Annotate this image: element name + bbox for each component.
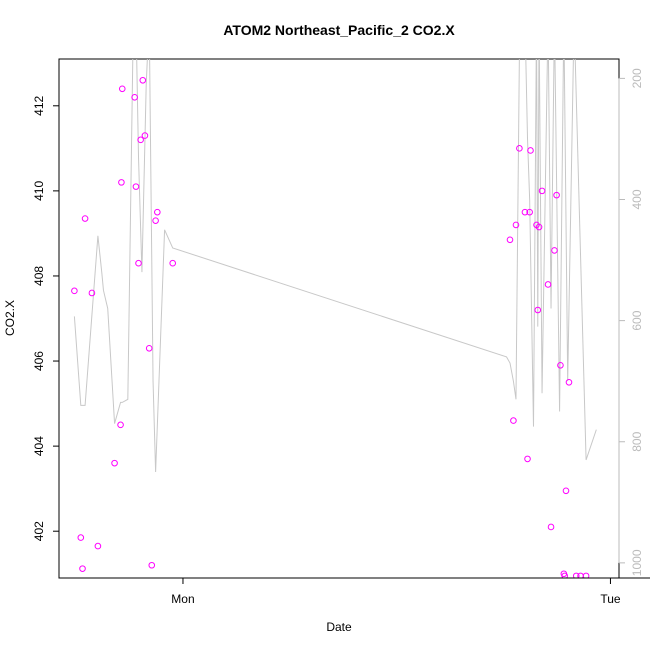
y-tick-label: 404	[32, 436, 46, 456]
data-point	[572, 572, 580, 578]
data-point	[521, 208, 529, 216]
data-point	[516, 145, 523, 152]
data-point	[137, 136, 144, 144]
data-point	[94, 542, 102, 550]
y-axis-title: CO2.X	[3, 300, 17, 336]
data-point	[526, 208, 533, 216]
y-tick-label: 412	[32, 95, 46, 115]
data-point	[154, 208, 161, 216]
data-point	[135, 259, 142, 267]
data-point	[535, 223, 543, 231]
data-point	[506, 236, 514, 244]
data-point	[553, 191, 560, 199]
data-point	[132, 183, 140, 190]
y-right-tick-label: 400	[630, 189, 644, 209]
x-axis-title: Date	[326, 620, 352, 634]
data-point	[510, 417, 517, 424]
data-point	[141, 132, 149, 139]
y-tick-label: 406	[32, 351, 46, 371]
y-tick-label: 408	[32, 266, 46, 286]
data-point	[148, 561, 156, 569]
y-axis-right: 200 400 600 800 1000	[618, 68, 644, 576]
x-tick-label: Tue	[600, 592, 621, 606]
data-point	[544, 281, 552, 288]
data-point	[88, 289, 96, 297]
data-point	[169, 259, 177, 267]
data-point	[524, 455, 531, 463]
data-point	[131, 93, 138, 101]
data-point	[81, 215, 89, 222]
y-right-tick-label: 600	[630, 310, 644, 330]
x-axis: MonTueWed	[171, 577, 650, 606]
y-right-tick-label: 1000	[630, 549, 644, 576]
y-axis-left: 402 404 406 408 410 412	[32, 95, 60, 541]
data-point	[527, 147, 534, 154]
data-point	[152, 217, 159, 224]
y-tick-label: 410	[32, 181, 46, 201]
data-point	[111, 459, 118, 467]
data-point	[145, 344, 153, 352]
y-tick-label: 402	[32, 521, 46, 541]
data-point	[562, 487, 570, 495]
data-point	[79, 565, 86, 572]
data-point	[512, 221, 520, 229]
data-point	[538, 187, 546, 195]
series-line	[73, 59, 597, 473]
data-point	[565, 379, 573, 386]
data-point	[71, 287, 78, 295]
data-point	[551, 247, 558, 254]
data-point	[582, 572, 590, 578]
data-point	[118, 179, 125, 186]
y-right-tick-label: 200	[630, 68, 644, 88]
data-point	[557, 362, 564, 369]
data-point	[117, 421, 124, 429]
y-right-tick-label: 800	[630, 431, 644, 451]
data-point	[77, 534, 85, 541]
plot-area	[71, 59, 597, 578]
data-point	[139, 76, 147, 84]
data-point	[118, 85, 126, 93]
x-tick-label: Mon	[171, 592, 194, 606]
data-point	[534, 306, 542, 314]
chart-title: ATOM2 Northeast_Pacific_2 CO2.X	[223, 22, 455, 38]
data-point	[561, 572, 569, 578]
data-point	[547, 523, 555, 531]
